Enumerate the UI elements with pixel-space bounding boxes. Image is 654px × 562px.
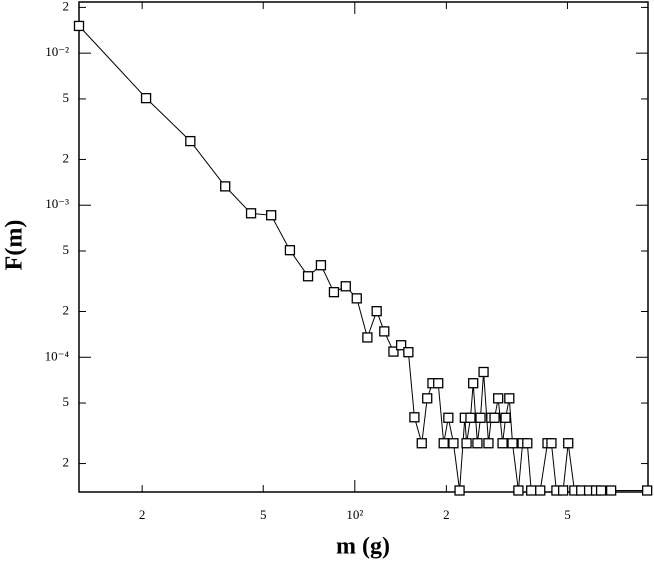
data-marker	[328, 287, 340, 298]
data-marker	[73, 20, 85, 32]
data-marker	[351, 293, 362, 304]
y-tick-label: 5	[63, 394, 70, 409]
data-marker	[563, 438, 574, 449]
data-marker	[500, 412, 511, 423]
data-marker	[340, 281, 351, 292]
data-marker	[371, 306, 382, 317]
data-marker	[448, 438, 459, 449]
y-tick-label: 2	[63, 0, 70, 13]
y-tick-label: 2	[63, 150, 70, 165]
data-marker	[315, 260, 327, 271]
data-marker	[443, 412, 454, 423]
data-marker	[489, 412, 500, 423]
y-tick-label: 5	[63, 242, 70, 257]
data-marker	[478, 366, 489, 378]
data-marker	[266, 210, 277, 221]
data-marker	[546, 438, 557, 449]
data-marker	[557, 485, 569, 496]
data-marker	[395, 340, 407, 351]
data-marker	[416, 438, 427, 449]
data-marker	[302, 271, 314, 282]
y-tick-label: 2	[63, 455, 70, 470]
y-tick-label: 2	[63, 302, 70, 317]
data-marker	[493, 393, 504, 404]
data-marker	[535, 485, 546, 496]
data-marker	[504, 393, 515, 404]
x-tick-label: 2	[139, 507, 146, 522]
data-marker	[433, 378, 444, 389]
y-tick-label: 5	[63, 90, 70, 105]
x-tick-label: 10²	[346, 507, 363, 522]
y-tick-label: 10⁻²	[45, 44, 69, 59]
x-tick-label: 5	[260, 507, 267, 522]
data-marker	[468, 378, 479, 389]
data-marker	[362, 332, 373, 343]
data-marker	[595, 485, 607, 496]
y-tick-label: 10⁻⁴	[45, 348, 70, 363]
plot-frame	[78, 1, 649, 493]
data-marker	[605, 485, 617, 496]
data-marker	[379, 326, 390, 337]
data-marker	[454, 485, 465, 496]
x-axis-label: m (g)	[336, 534, 390, 560]
x-tick-label: 5	[564, 507, 571, 522]
data-marker	[526, 485, 537, 496]
data-marker	[483, 438, 494, 449]
data-marker	[461, 438, 472, 449]
data-marker	[409, 412, 420, 423]
data-line	[78, 25, 648, 491]
data-marker	[284, 245, 296, 256]
data-marker	[472, 438, 483, 449]
data-marker	[522, 438, 533, 449]
y-axis-label: F(m)	[2, 220, 28, 271]
data-marker	[140, 92, 152, 104]
data-marker	[465, 412, 476, 423]
data-marker	[641, 485, 653, 496]
data-marker	[185, 135, 196, 147]
data-marker	[438, 438, 449, 449]
data-marker	[245, 208, 257, 219]
data-marker	[497, 438, 508, 449]
data-marker	[475, 412, 486, 423]
data-marker	[388, 346, 399, 357]
data-marker	[220, 181, 231, 192]
data-marker	[507, 438, 518, 449]
y-tick-label: 10⁻³	[45, 196, 69, 211]
data-marker	[513, 485, 524, 496]
x-tick-label: 2	[443, 507, 450, 522]
data-marker	[403, 347, 414, 358]
data-marker	[422, 393, 433, 404]
